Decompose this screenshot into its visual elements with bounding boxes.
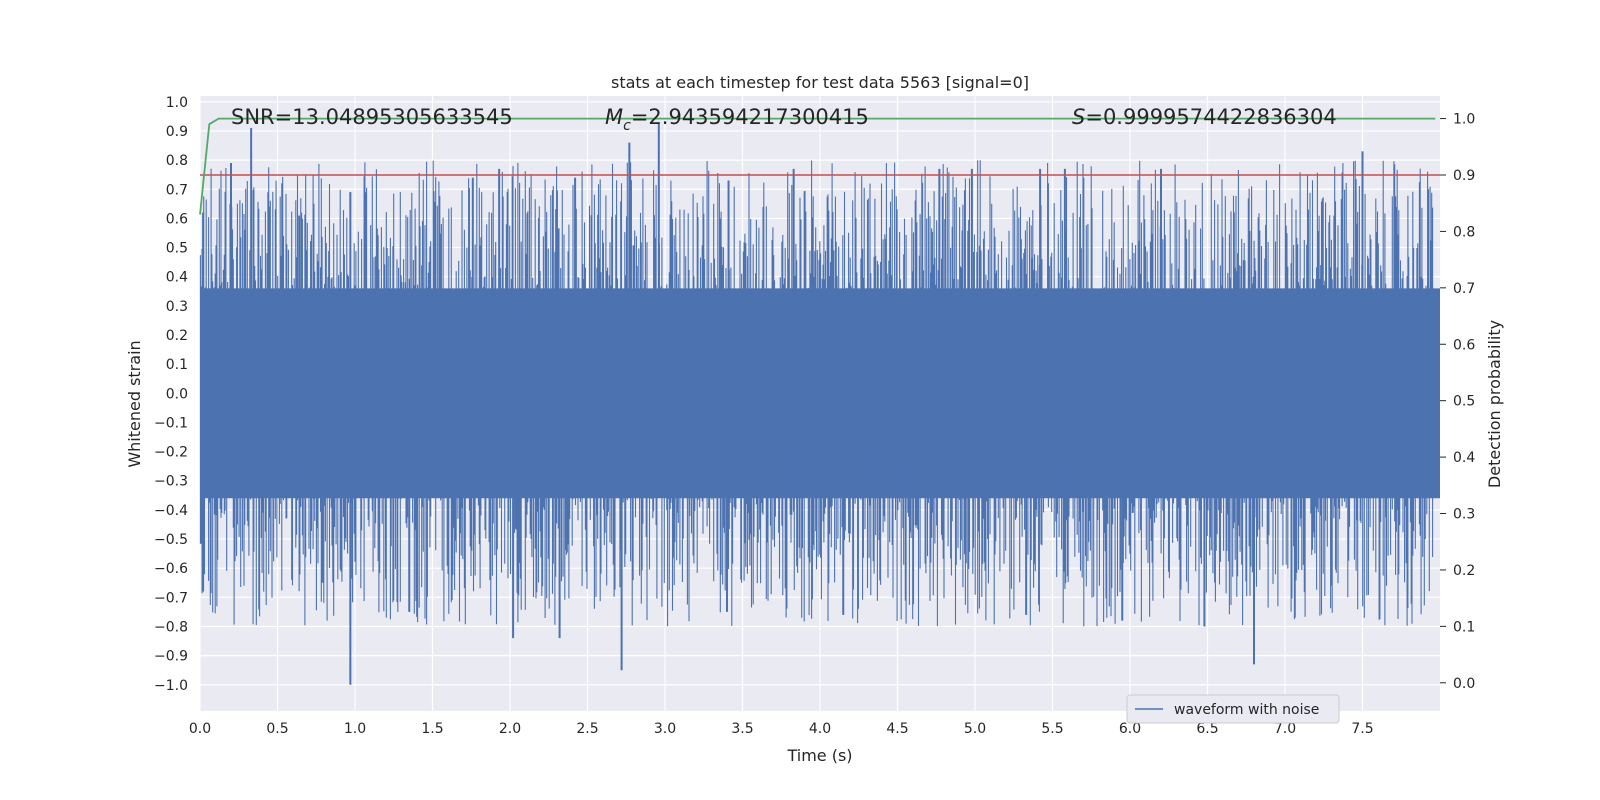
x-tick-label: 2.0 bbox=[499, 721, 521, 737]
x-tick-label: 1.0 bbox=[344, 721, 366, 737]
y-right-tick-label: 0.5 bbox=[1453, 394, 1475, 410]
y-right-tick-label: 0.6 bbox=[1453, 337, 1475, 353]
chirp-mass-subscript: c bbox=[623, 118, 631, 134]
y-right-axis-label: Detection probability bbox=[1485, 320, 1504, 488]
x-tick-label: 4.5 bbox=[886, 721, 908, 737]
snr-annotation: SNR=13.04895305633545 bbox=[231, 105, 513, 129]
x-tick-label: 1.5 bbox=[421, 721, 443, 737]
y-left-axis-ticks: 1.0 0.9 0.8 0.7 0.6 0.5 0.4 0.3 0.2 0.1 0.0 −0.1 −0.… bbox=[154, 95, 188, 694]
y-left-tick-label: 0.7 bbox=[166, 182, 188, 198]
x-axis-ticks: 0.0 0.5 1.0 1.5 2.0 2.5 3.0 3.5 4.0 4.5 5.0 5.5 6.0 6… bbox=[189, 721, 1374, 737]
legend-label-waveform: waveform with noise bbox=[1174, 702, 1319, 718]
s-statistic-symbol: S bbox=[1072, 105, 1085, 129]
detection-probability-line bbox=[199, 117, 1436, 215]
y-left-tick-label: −0.8 bbox=[154, 619, 188, 635]
y-right-tick-label: 0.3 bbox=[1453, 507, 1475, 523]
x-tick-label: 0.5 bbox=[266, 721, 288, 737]
chirp-mass-annotation: Mc=2.943594217300415 bbox=[605, 105, 869, 134]
y-left-tick-label: 0.1 bbox=[166, 357, 188, 373]
y-left-tick-label: 0.0 bbox=[166, 386, 188, 402]
x-tick-label: 7.5 bbox=[1351, 721, 1373, 737]
y-left-tick-label: −0.7 bbox=[154, 590, 188, 606]
y-left-tick-label: −0.4 bbox=[154, 503, 188, 519]
x-tick-label: 6.0 bbox=[1119, 721, 1141, 737]
x-tick-label: 7.0 bbox=[1274, 721, 1296, 737]
y-left-tick-label: −0.2 bbox=[154, 445, 188, 461]
x-tick-label: 5.0 bbox=[964, 721, 986, 737]
x-tick-label: 2.5 bbox=[576, 721, 598, 737]
chirp-mass-value: =2.943594217300415 bbox=[631, 105, 869, 129]
y-left-tick-label: −0.6 bbox=[154, 561, 188, 577]
y-right-tick-label: 1.0 bbox=[1453, 112, 1475, 128]
x-tick-label: 0.0 bbox=[189, 721, 211, 737]
y-left-tick-label: 0.3 bbox=[166, 299, 188, 315]
x-tick-label: 3.0 bbox=[654, 721, 676, 737]
y-right-axis-ticks: 1.0 0.9 0.8 0.7 0.6 0.5 0.4 0.3 0.2 0.1 0.0 bbox=[1440, 112, 1475, 692]
y-right-tick-label: 0.8 bbox=[1453, 224, 1475, 240]
y-right-tick-label: 0.9 bbox=[1453, 168, 1475, 184]
y-left-tick-label: 0.4 bbox=[166, 270, 188, 286]
series-detection-probability bbox=[199, 117, 1440, 215]
x-tick-label: 5.5 bbox=[1041, 721, 1063, 737]
y-left-axis-label: Whitened strain bbox=[125, 340, 144, 467]
y-left-tick-label: −0.5 bbox=[154, 532, 188, 548]
y-left-tick-label: 0.9 bbox=[166, 124, 188, 140]
s-statistic-annotation: S=0.9999574422836304 bbox=[1072, 105, 1337, 129]
legend: waveform with noise bbox=[1126, 694, 1340, 724]
y-left-tick-label: −0.3 bbox=[154, 474, 188, 490]
x-tick-label: 4.0 bbox=[809, 721, 831, 737]
y-left-tick-label: 0.6 bbox=[166, 211, 188, 227]
legend-box bbox=[1126, 694, 1340, 724]
y-left-tick-label: 0.5 bbox=[166, 241, 188, 257]
x-tick-label: 3.5 bbox=[731, 721, 753, 737]
y-right-tick-label: 0.0 bbox=[1453, 676, 1475, 692]
y-right-tick-label: 0.1 bbox=[1453, 619, 1475, 635]
y-right-tick-label: 0.7 bbox=[1453, 281, 1475, 297]
y-right-tick-label: 0.4 bbox=[1453, 450, 1475, 466]
y-left-tick-label: 0.8 bbox=[166, 153, 188, 169]
y-left-tick-label: 0.2 bbox=[166, 328, 188, 344]
series-waveform-with-noise bbox=[199, 122, 1440, 685]
chirp-mass-symbol: M bbox=[605, 105, 623, 129]
y-left-tick-label: −0.9 bbox=[154, 649, 188, 665]
chart-title: stats at each timestep for test data 556… bbox=[611, 73, 1029, 92]
s-statistic-value: =0.9999574422836304 bbox=[1085, 105, 1336, 129]
waveform-trace bbox=[199, 160, 1434, 627]
x-axis-label: Time (s) bbox=[786, 746, 852, 765]
y-right-tick-label: 0.2 bbox=[1453, 563, 1475, 579]
y-left-tick-label: −0.1 bbox=[154, 415, 188, 431]
x-tick-label: 6.5 bbox=[1196, 721, 1218, 737]
y-left-tick-label: 1.0 bbox=[166, 95, 188, 111]
y-left-tick-label: −1.0 bbox=[154, 678, 188, 694]
